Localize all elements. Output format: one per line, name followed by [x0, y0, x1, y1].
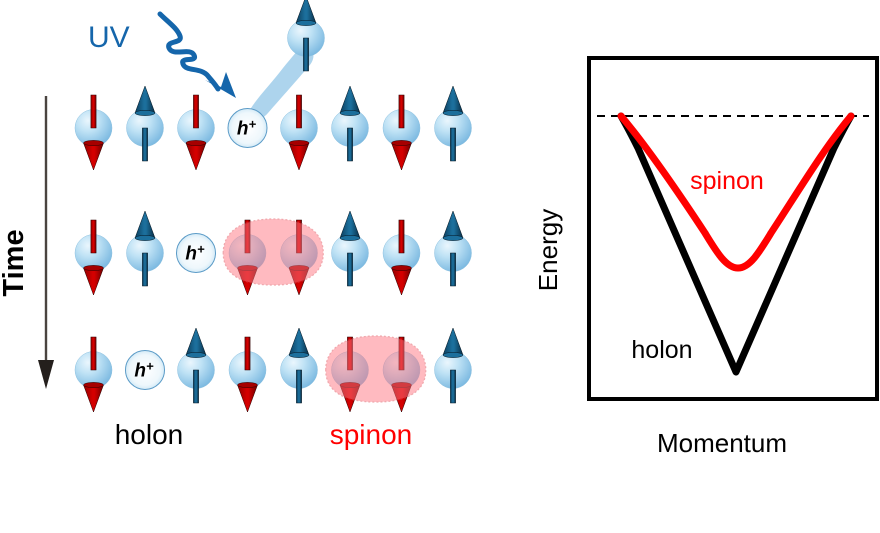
- svg-text:holon: holon: [115, 419, 184, 450]
- svg-text:Time: Time: [0, 229, 30, 296]
- svg-text:Energy: Energy: [533, 209, 563, 291]
- svg-text:UV: UV: [88, 21, 130, 54]
- svg-text:spinon: spinon: [330, 419, 413, 450]
- svg-text:holon: holon: [631, 336, 692, 364]
- svg-text:spinon: spinon: [690, 167, 764, 195]
- svg-text:Momentum: Momentum: [657, 428, 787, 458]
